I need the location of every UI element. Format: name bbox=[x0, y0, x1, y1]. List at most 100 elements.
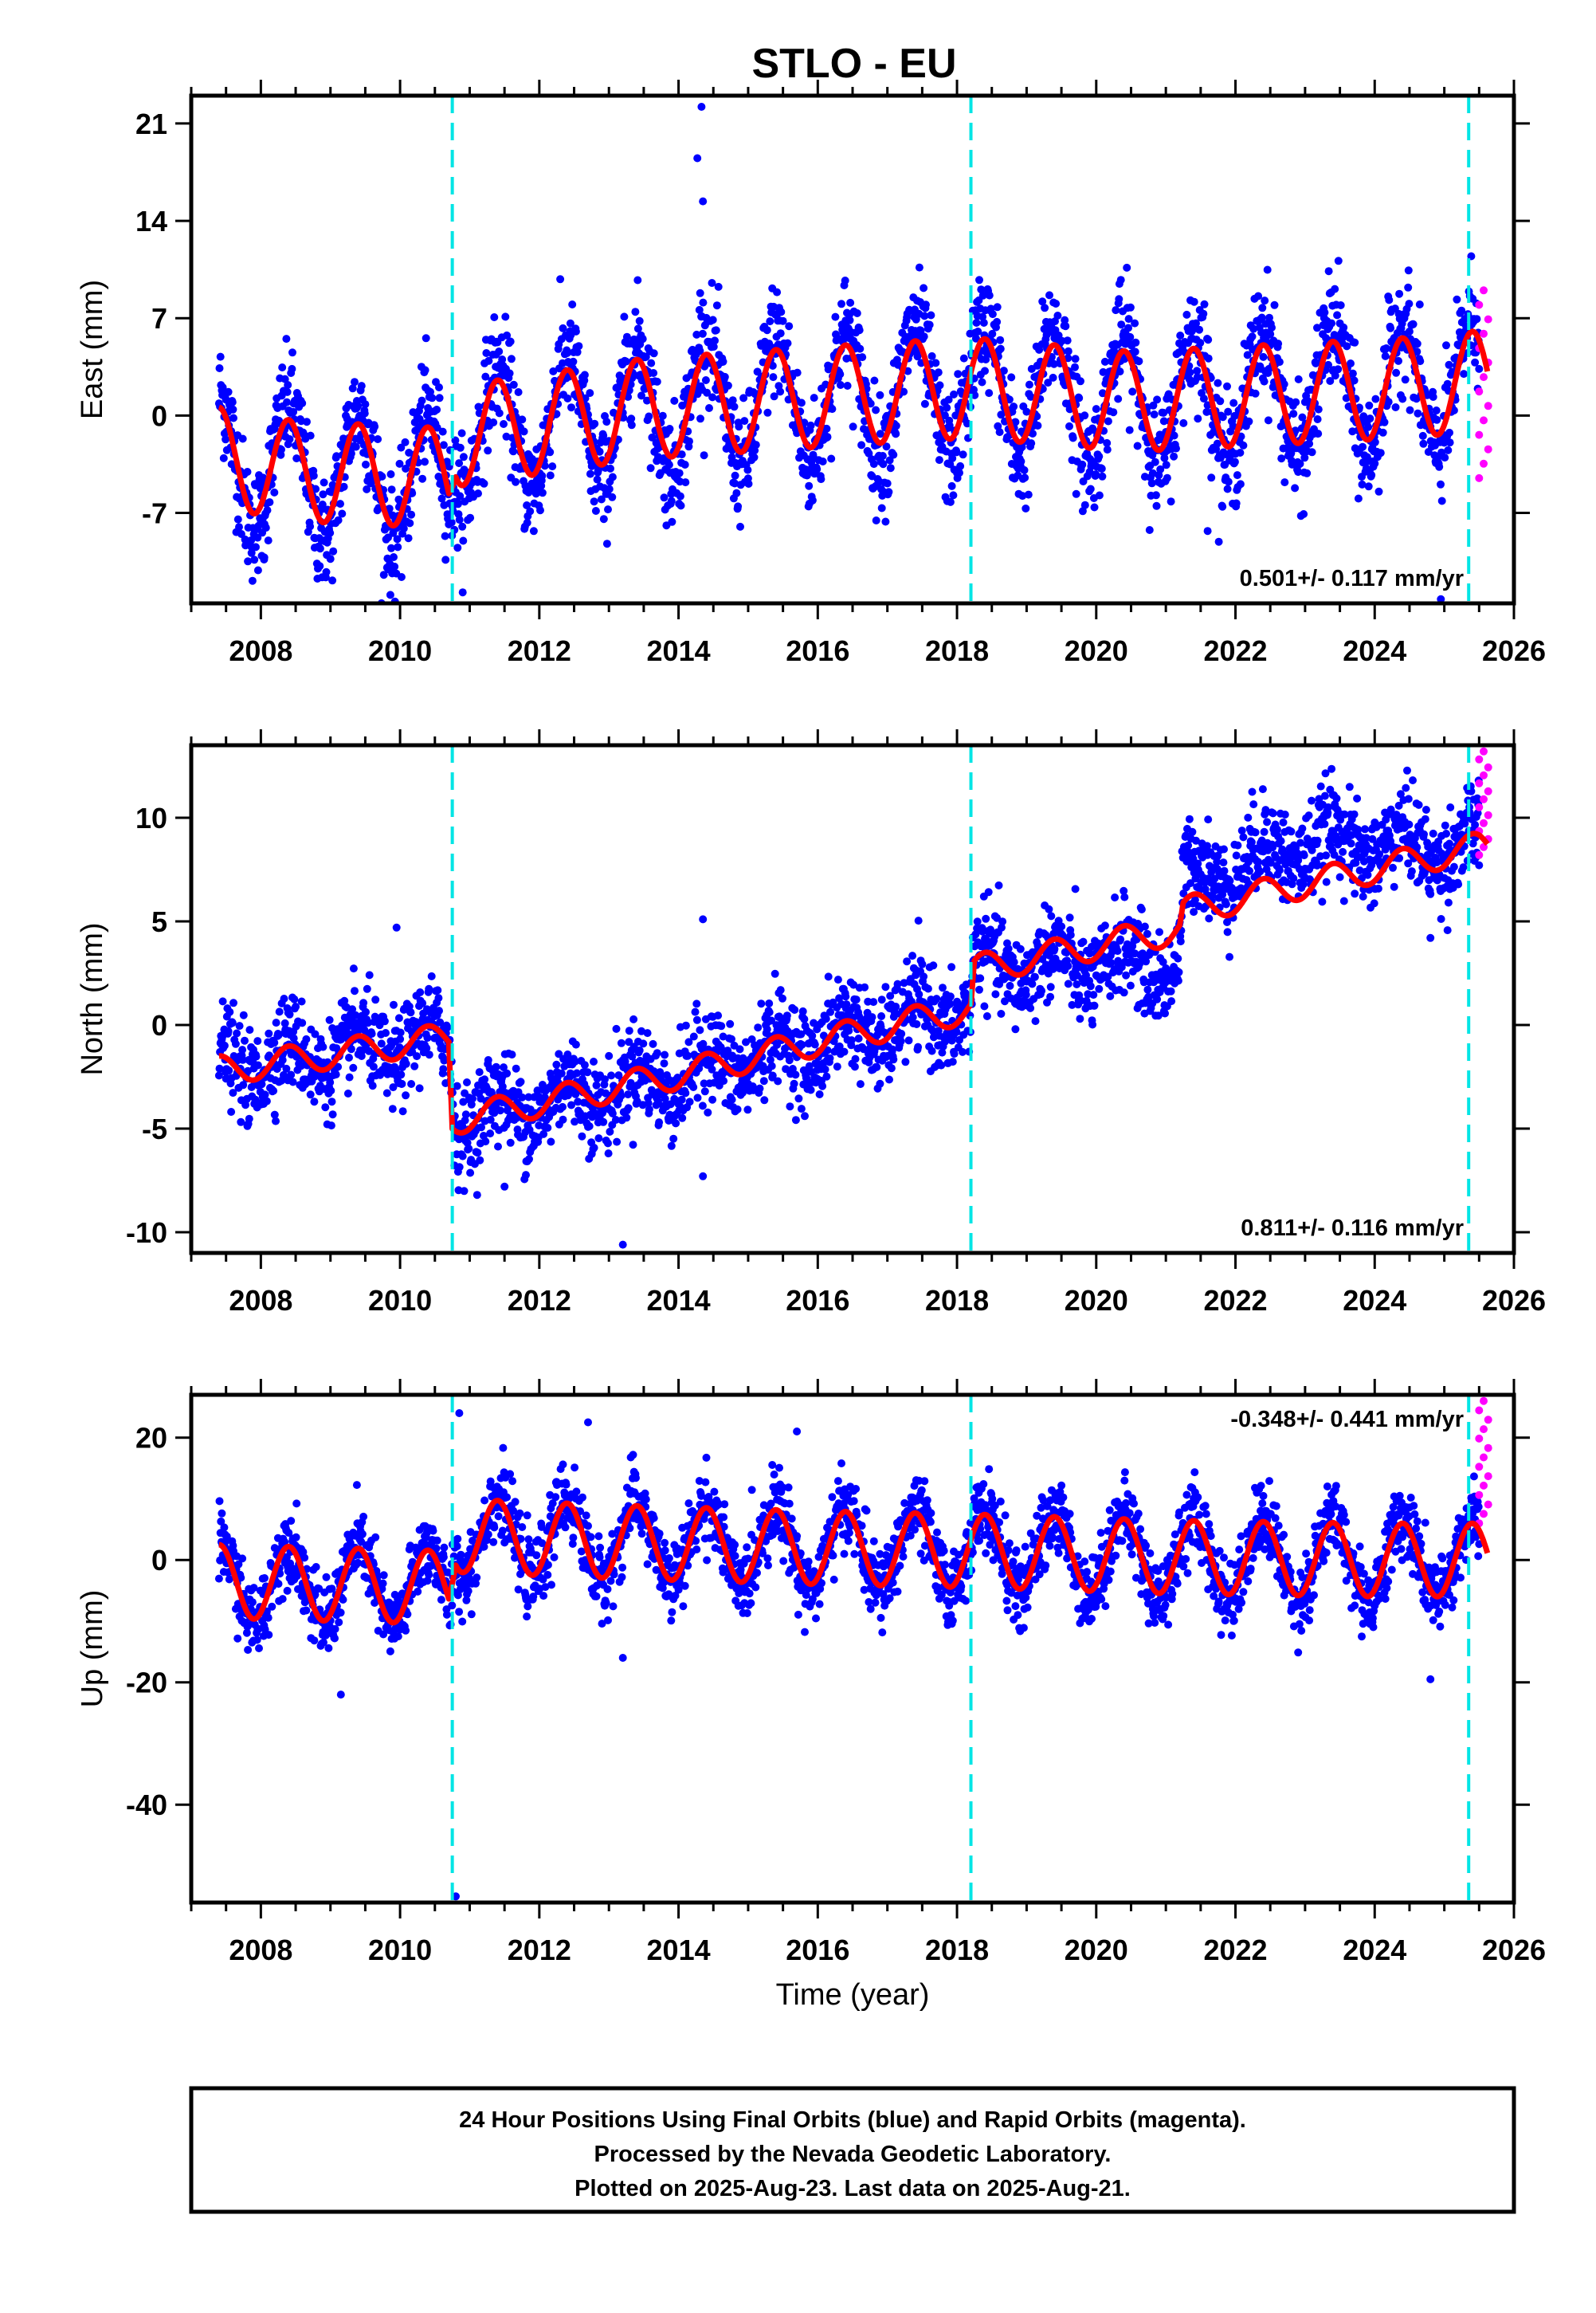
final-orbit-point bbox=[484, 446, 492, 455]
final-orbit-point bbox=[806, 1086, 815, 1094]
final-orbit-point bbox=[1401, 375, 1410, 384]
final-orbit-point bbox=[1182, 310, 1191, 319]
final-orbit-point bbox=[1063, 336, 1072, 345]
final-orbit-point bbox=[443, 1023, 452, 1031]
final-orbit-point bbox=[1339, 323, 1348, 332]
final-orbit-point bbox=[959, 354, 968, 363]
final-orbit-point bbox=[354, 402, 363, 410]
final-orbit-point bbox=[518, 415, 527, 424]
x-tick-label: 2014 bbox=[647, 634, 711, 667]
final-orbit-point bbox=[908, 1013, 917, 1022]
final-orbit-outlier-point bbox=[699, 197, 708, 206]
final-orbit-point bbox=[1331, 285, 1339, 293]
final-orbit-point bbox=[868, 1013, 876, 1022]
final-orbit-point bbox=[253, 1037, 262, 1046]
final-orbit-point bbox=[612, 1024, 621, 1033]
final-orbit-point bbox=[502, 432, 511, 441]
final-orbit-point bbox=[861, 983, 869, 992]
final-orbit-point bbox=[944, 395, 953, 404]
final-orbit-point bbox=[704, 1108, 712, 1117]
final-orbit-point bbox=[1460, 370, 1469, 379]
final-orbit-point bbox=[351, 1011, 360, 1019]
final-orbit-point bbox=[744, 480, 753, 488]
final-orbit-point bbox=[1193, 373, 1202, 382]
final-orbit-point bbox=[1453, 295, 1461, 304]
final-orbit-point bbox=[604, 1139, 612, 1148]
final-orbit-point bbox=[1261, 296, 1269, 305]
final-orbit-point bbox=[362, 460, 370, 469]
final-orbit-point bbox=[836, 370, 845, 379]
north-panel: 2008 2010 2012 2014 2016 2018 2020 2022 2024 2026… bbox=[76, 729, 1546, 1317]
final-orbit-point bbox=[316, 562, 324, 571]
final-orbit-point bbox=[482, 349, 491, 357]
final-orbit-point bbox=[390, 1000, 398, 1009]
final-orbit-point bbox=[360, 409, 369, 418]
final-orbit-point bbox=[1204, 354, 1213, 363]
final-orbit-point bbox=[1287, 449, 1296, 457]
final-orbit-point bbox=[869, 998, 878, 1007]
final-orbit-point bbox=[665, 461, 673, 469]
final-orbit-point bbox=[244, 557, 253, 566]
final-orbit-point bbox=[397, 573, 406, 581]
final-orbit-point bbox=[692, 1015, 701, 1024]
final-orbit-point bbox=[224, 1027, 233, 1035]
final-orbit-point bbox=[458, 522, 467, 531]
final-orbit-point bbox=[945, 421, 954, 430]
final-orbit-point bbox=[940, 411, 949, 420]
final-orbit-point bbox=[559, 324, 567, 332]
final-orbit-point bbox=[818, 457, 827, 465]
final-orbit-point bbox=[439, 441, 448, 450]
final-orbit-point bbox=[218, 997, 227, 1006]
final-orbit-point bbox=[608, 473, 617, 481]
final-orbit-point bbox=[995, 428, 1004, 437]
final-orbit-point bbox=[653, 1049, 661, 1058]
final-orbit-point bbox=[591, 507, 600, 515]
final-orbit-point bbox=[1229, 399, 1238, 407]
final-orbit-point bbox=[408, 489, 417, 497]
final-orbit-point bbox=[363, 485, 371, 493]
final-orbit-point bbox=[892, 1003, 900, 1011]
final-orbit-point bbox=[325, 1015, 334, 1024]
final-orbit-point bbox=[883, 479, 892, 488]
final-orbit-point bbox=[1150, 410, 1159, 418]
final-orbit-point bbox=[456, 492, 465, 501]
rapid-orbit-point bbox=[1475, 300, 1484, 309]
final-orbit-point bbox=[229, 405, 237, 414]
final-orbit-point bbox=[473, 1149, 482, 1157]
final-orbit-point bbox=[1140, 922, 1149, 931]
final-orbit-point bbox=[1098, 472, 1107, 481]
final-orbit-point bbox=[1031, 1017, 1040, 1026]
final-orbit-point bbox=[747, 1035, 756, 1043]
final-orbit-point bbox=[1437, 497, 1446, 505]
final-orbit-point bbox=[235, 1022, 244, 1031]
final-orbit-point bbox=[1152, 501, 1161, 510]
final-orbit-point bbox=[1029, 430, 1037, 438]
final-orbit-point bbox=[1045, 291, 1053, 300]
final-orbit-point bbox=[574, 342, 583, 351]
final-orbit-point bbox=[1266, 330, 1275, 339]
final-orbit-point bbox=[1248, 332, 1257, 341]
final-orbit-point bbox=[1116, 935, 1125, 944]
final-orbit-point bbox=[1251, 389, 1260, 398]
final-orbit-point bbox=[1176, 332, 1185, 340]
final-orbit-point bbox=[345, 1073, 354, 1082]
final-orbit-outlier-point bbox=[693, 154, 702, 163]
final-orbit-point bbox=[1207, 473, 1216, 482]
final-orbit-point bbox=[563, 349, 571, 357]
final-orbit-point bbox=[972, 319, 981, 327]
final-orbit-point bbox=[250, 556, 259, 564]
final-orbit-point bbox=[328, 1110, 337, 1119]
final-orbit-point bbox=[229, 414, 237, 422]
final-orbit-outlier-point bbox=[1437, 595, 1445, 603]
final-orbit-point bbox=[272, 1019, 280, 1027]
final-orbit-point bbox=[1065, 422, 1073, 430]
final-orbit-point bbox=[1131, 338, 1140, 347]
final-orbit-point bbox=[726, 1019, 735, 1028]
final-orbit-point bbox=[723, 1047, 732, 1055]
final-orbit-point bbox=[1124, 324, 1132, 332]
final-orbit-point bbox=[495, 409, 504, 418]
final-orbit-point bbox=[439, 1065, 448, 1074]
final-orbit-point bbox=[1068, 1000, 1076, 1009]
final-orbit-point bbox=[708, 393, 717, 402]
final-orbit-point bbox=[808, 1031, 817, 1040]
